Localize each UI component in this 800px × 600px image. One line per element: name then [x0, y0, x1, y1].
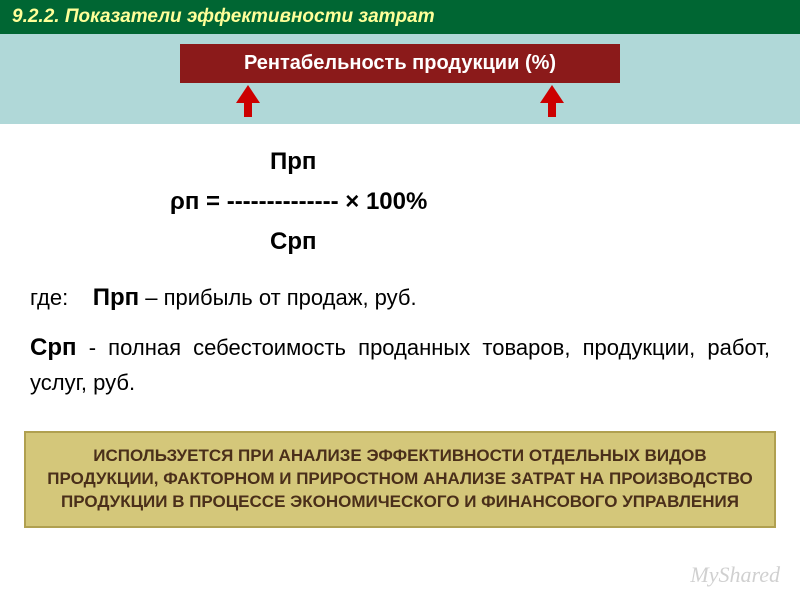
arrow-up-icon	[540, 85, 564, 103]
section-title: 9.2.2. Показатели эффективности затрат	[12, 6, 435, 27]
content-area: Прп ρп = -------------- × 100% Срп где: …	[0, 124, 800, 419]
watermark: MyShared	[690, 562, 780, 588]
where-label: где:	[30, 285, 68, 310]
formula-numerator: Прп	[270, 144, 770, 180]
formula-block: Прп ρп = -------------- × 100% Срп	[170, 144, 770, 260]
sub-title-box: Рентабельность продукции (%)	[180, 44, 620, 83]
sub-header-area: Рентабельность продукции (%)	[0, 34, 800, 124]
definition-prp: где: Прп – прибыль от продаж, руб.	[30, 280, 770, 316]
section-header: 9.2.2. Показатели эффективности затрат	[0, 0, 800, 34]
srp-desc: - полная себестоимость проданных товаров…	[30, 335, 770, 395]
srp-abbr: Срп	[30, 334, 77, 361]
arrow-up-icon	[236, 85, 260, 103]
sub-title-text: Рентабельность продукции (%)	[244, 52, 556, 74]
usage-note-box: ИСПОЛЬЗУЕТСЯ ПРИ АНАЛИЗЕ ЭФФЕКТИВНОСТИ О…	[24, 431, 776, 528]
prp-abbr: Прп	[93, 284, 139, 311]
definition-srp: Срп - полная себестоимость проданных тов…	[30, 330, 770, 399]
formula-expression: ρп = -------------- × 100%	[170, 184, 770, 220]
prp-desc: – прибыль от продаж, руб.	[145, 285, 416, 310]
formula-denominator: Срп	[270, 224, 770, 260]
usage-note-text: ИСПОЛЬЗУЕТСЯ ПРИ АНАЛИЗЕ ЭФФЕКТИВНОСТИ О…	[47, 446, 752, 511]
arrows-row	[0, 85, 800, 103]
